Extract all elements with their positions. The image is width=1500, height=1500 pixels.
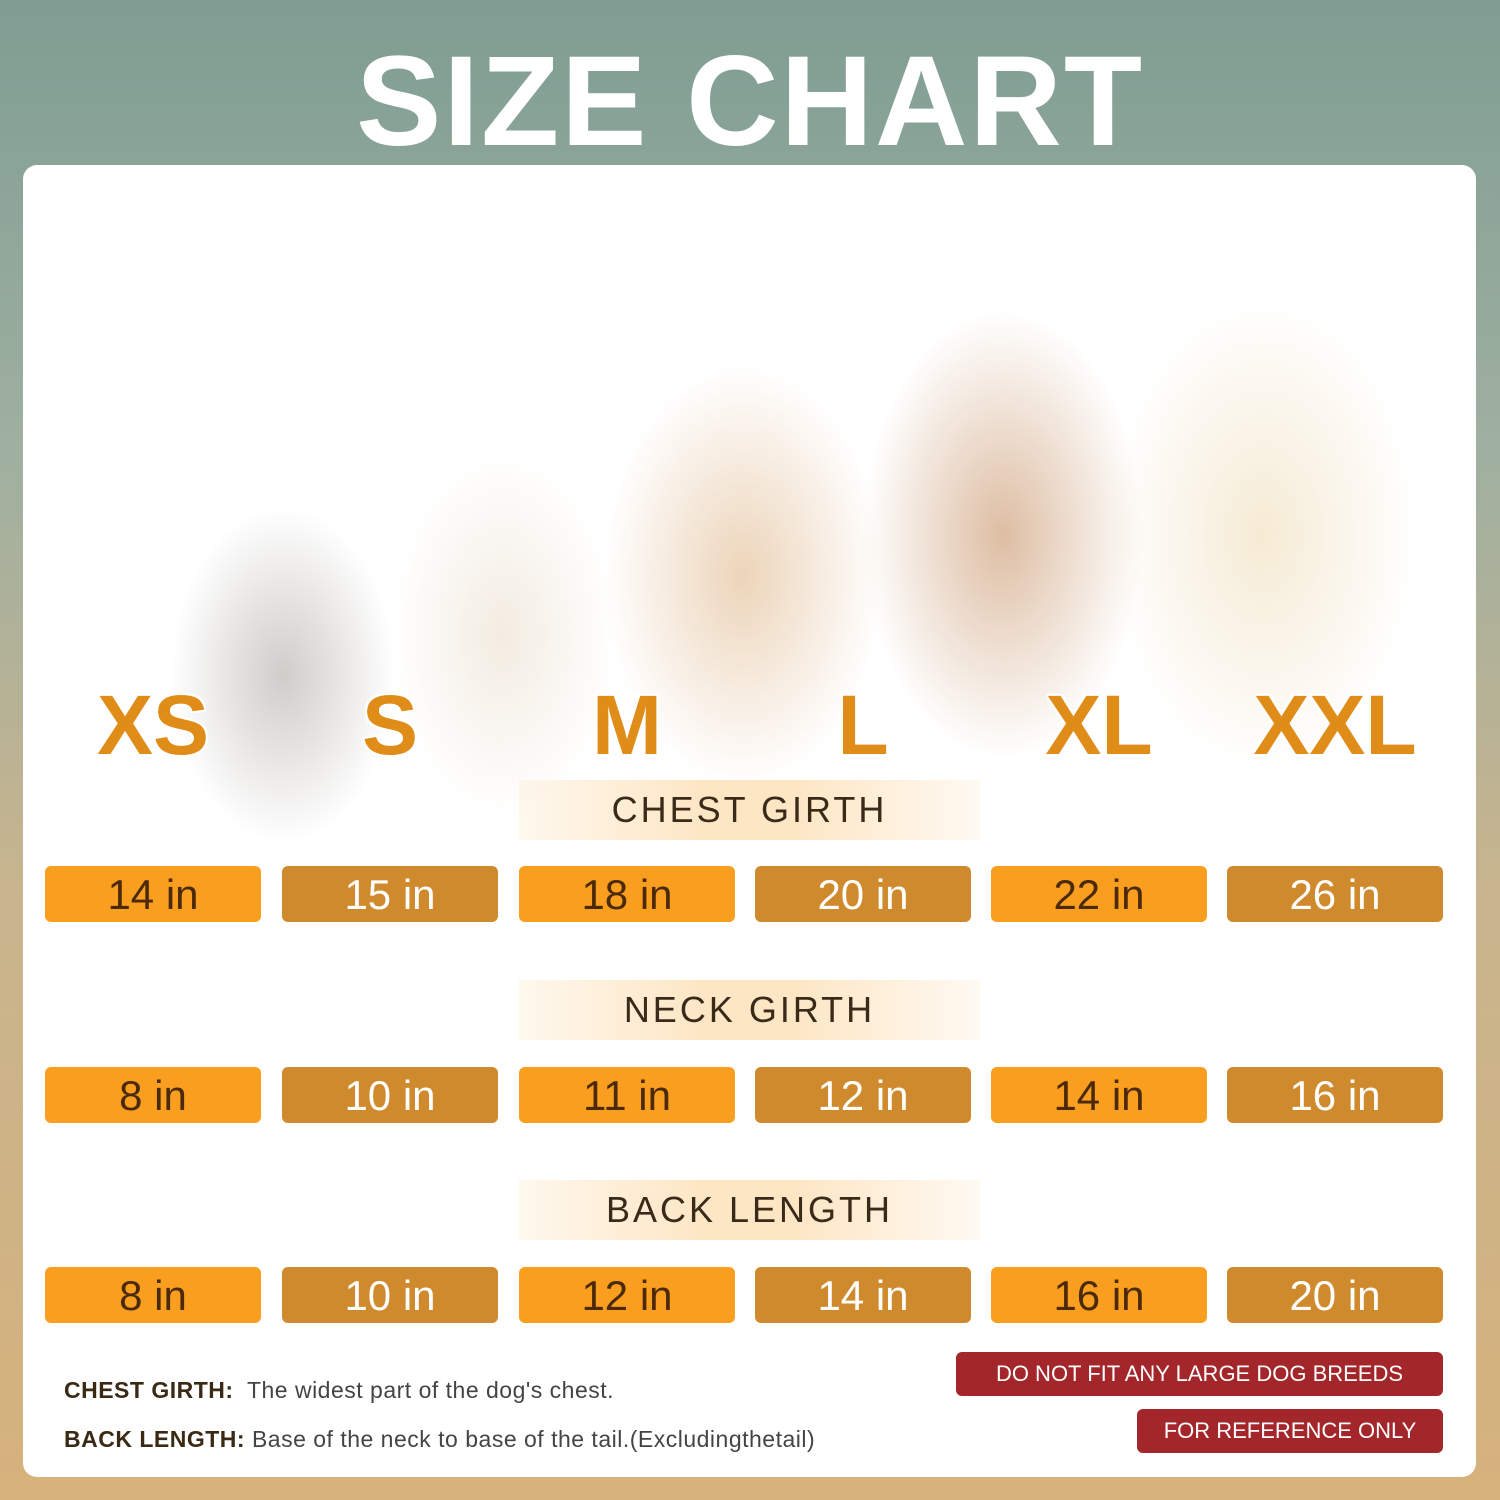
section-header: NECK GIRTH [519, 980, 980, 1040]
size-chart-card: CHEST GIRTH: The widest part of the dog'… [23, 165, 1476, 1477]
measurement-cell: 16 in [1227, 1067, 1443, 1123]
warning-reference: FOR REFERENCE ONLY [1137, 1409, 1443, 1453]
measurement-cell: 8 in [45, 1067, 261, 1123]
measurement-cell: 14 in [755, 1267, 971, 1323]
size-label-m: M [592, 678, 662, 772]
size-label-xl: XL [1045, 678, 1153, 772]
size-label-s: S [361, 678, 419, 772]
measurement-cell: 11 in [519, 1067, 735, 1123]
measurement-cell: 10 in [282, 1267, 498, 1323]
measurement-cell: 16 in [991, 1267, 1207, 1323]
measurement-cell: 26 in [1227, 866, 1443, 922]
measurement-cell: 14 in [45, 866, 261, 922]
warning-large-breeds: DO NOT FIT ANY LARGE DOG BREEDS [956, 1352, 1443, 1396]
measurement-cell: 20 in [1227, 1267, 1443, 1323]
section-header: CHEST GIRTH [519, 780, 980, 840]
section-header: BACK LENGTH [519, 1180, 980, 1240]
size-label-xs: XS [96, 678, 210, 772]
measurement-cell: 20 in [755, 866, 971, 922]
measurement-cell: 12 in [755, 1067, 971, 1123]
note-back: BACK LENGTH: Base of the neck to base of… [64, 1426, 816, 1452]
page-title: SIZE CHART [356, 30, 1144, 173]
measurement-cell: 14 in [991, 1067, 1207, 1123]
size-label-l: L [837, 678, 889, 772]
dogs-photo [103, 255, 1463, 855]
measurement-cell: 8 in [45, 1267, 261, 1323]
note-chest: CHEST GIRTH: The widest part of the dog'… [64, 1377, 615, 1403]
measurement-cell: 12 in [519, 1267, 735, 1323]
size-label-xxl: XXL [1253, 678, 1417, 772]
measurement-cell: 15 in [282, 866, 498, 922]
measurement-cell: 22 in [991, 866, 1207, 922]
measurement-cell: 18 in [519, 866, 735, 922]
measurement-cell: 10 in [282, 1067, 498, 1123]
